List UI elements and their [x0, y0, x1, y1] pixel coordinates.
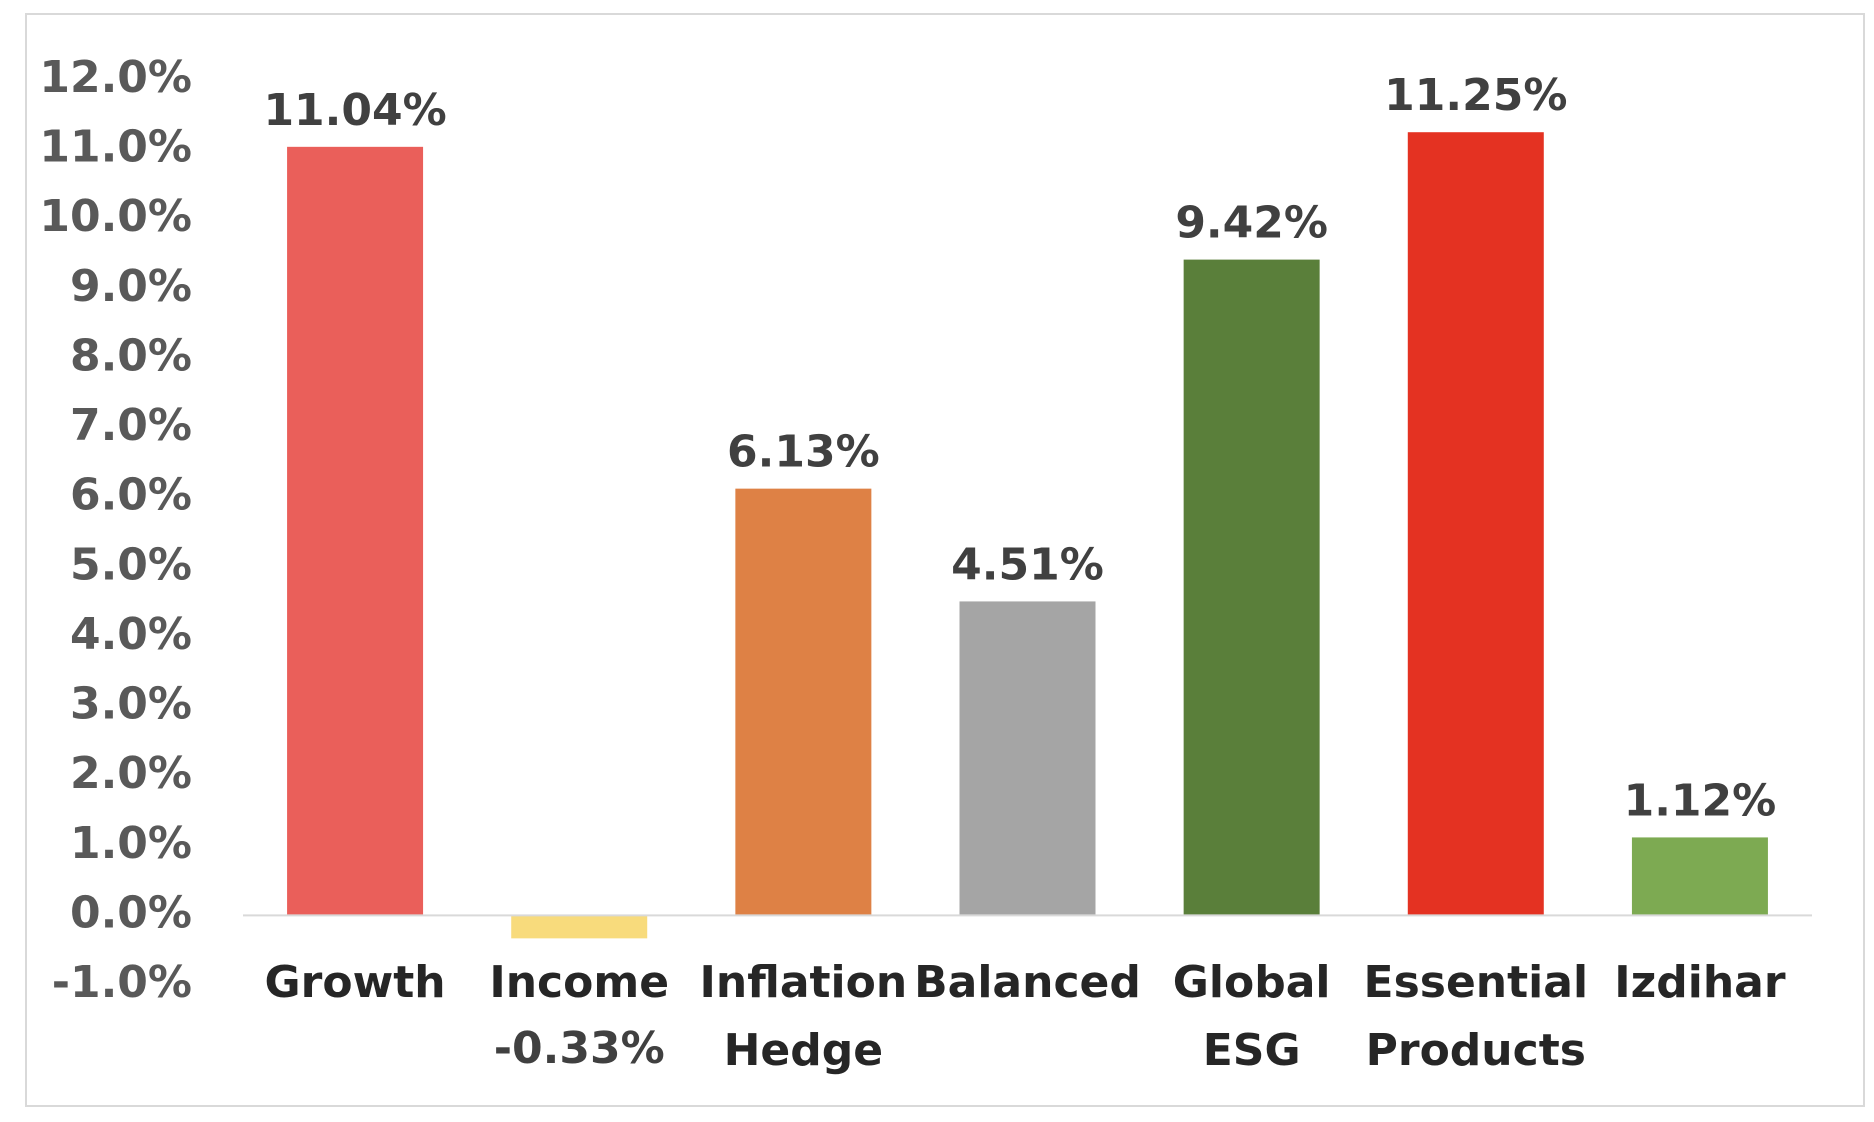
y-tick-label: 9.0% — [70, 261, 192, 312]
y-tick-label: 0.0% — [70, 887, 192, 938]
category-label: ESG — [1203, 1025, 1301, 1076]
y-tick-label: 3.0% — [70, 679, 192, 730]
bar — [287, 146, 424, 916]
bar — [959, 601, 1096, 916]
y-tick-label: 12.0% — [39, 52, 192, 103]
category-label: Income — [489, 957, 669, 1008]
y-tick-label: -1.0% — [52, 957, 192, 1008]
data-label: -0.33% — [494, 1023, 665, 1074]
y-tick-label: 2.0% — [70, 748, 192, 799]
y-tick-label: 4.0% — [70, 609, 192, 660]
category-label: Essential — [1364, 957, 1589, 1008]
bar — [1407, 132, 1544, 916]
data-label: 1.12% — [1624, 775, 1777, 826]
category-label: Balanced — [914, 957, 1141, 1008]
category-label: Growth — [265, 957, 446, 1008]
data-label: 4.51% — [951, 539, 1104, 590]
y-tick-label: 1.0% — [70, 818, 192, 869]
category-label: Products — [1366, 1025, 1586, 1076]
data-labels: 11.04% -0.33% 6.13% 4.51% 9.42% 11.25% 1.12% — [263, 70, 1776, 1074]
y-tick-label: 5.0% — [70, 539, 192, 590]
y-tick-label: 11.0% — [39, 122, 192, 173]
bar-series — [287, 132, 1768, 939]
category-label: Inflation — [700, 957, 908, 1008]
y-tick-label: 6.0% — [70, 470, 192, 521]
y-axis: 12.0% 11.0% 10.0% 9.0% 8.0% 7.0% 6.0% 5.0% 4.0% 3… — [39, 52, 192, 1008]
data-label: 9.42% — [1175, 198, 1328, 249]
bar — [1631, 837, 1768, 916]
bar — [735, 488, 872, 916]
category-label: Global — [1173, 957, 1331, 1008]
data-label: 6.13% — [727, 427, 880, 478]
data-label: 11.25% — [1384, 70, 1567, 121]
y-tick-label: 8.0% — [70, 330, 192, 381]
y-tick-label: 10.0% — [39, 191, 192, 242]
data-label: 11.04% — [263, 85, 446, 136]
y-tick-label: 7.0% — [70, 400, 192, 451]
category-label: Hedge — [724, 1025, 884, 1076]
bar — [1183, 259, 1320, 916]
x-axis: Growth Income Inflation Hedge Balanced Global… — [265, 957, 1786, 1076]
category-label: Izdihar — [1614, 957, 1786, 1008]
bar — [511, 915, 648, 939]
